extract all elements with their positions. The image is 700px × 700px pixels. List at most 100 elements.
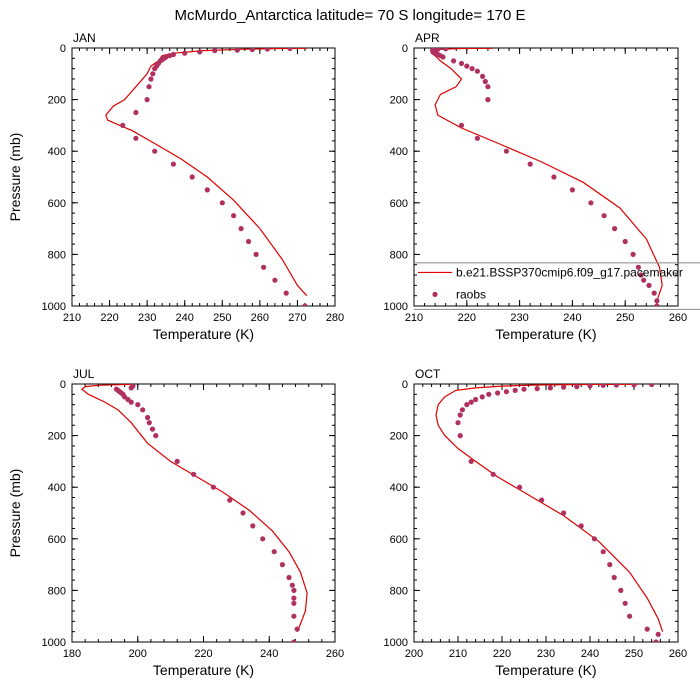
- y-tick-label: 800: [390, 249, 408, 261]
- raobs-point: [644, 626, 650, 632]
- raobs-point: [561, 510, 567, 516]
- data-jan: [105, 48, 308, 306]
- x-tick-label: 240: [563, 312, 581, 324]
- x-axis-label: Temperature (K): [153, 326, 254, 342]
- raobs-point: [152, 66, 158, 72]
- raobs-point: [495, 390, 501, 396]
- raobs-point: [231, 213, 237, 219]
- raobs-point: [149, 426, 156, 432]
- raobs-point: [638, 272, 644, 278]
- raobs-point: [286, 574, 292, 581]
- raobs-point: [189, 174, 195, 180]
- raobs-point: [490, 471, 496, 477]
- raobs-point: [291, 595, 297, 601]
- x-tick-label: 230: [537, 648, 555, 660]
- raobs-point: [153, 433, 159, 439]
- raobs-point: [289, 582, 295, 588]
- x-tick-label: 200: [405, 648, 423, 660]
- raobs-point: [261, 264, 267, 270]
- raobs-point: [246, 238, 252, 245]
- raobs-point: [291, 613, 297, 619]
- x-tick-label: 210: [63, 312, 81, 324]
- x-tick-label: 260: [326, 648, 344, 660]
- raobs-point: [458, 60, 465, 67]
- x-tick-label: 210: [449, 648, 467, 660]
- raobs-point: [443, 48, 449, 52]
- y-tick-label: 600: [48, 534, 66, 546]
- raobs-point: [521, 386, 527, 392]
- y-tick-label: 600: [390, 198, 408, 210]
- raobs-point: [517, 484, 523, 490]
- raobs-point: [503, 148, 509, 154]
- raobs-point: [485, 84, 491, 90]
- raobs-point: [646, 282, 652, 288]
- x-tick-label: 180: [63, 648, 81, 660]
- raobs-point: [140, 407, 146, 413]
- raobs-point: [600, 384, 606, 388]
- raobs-point: [260, 536, 266, 542]
- x-tick-label: 280: [326, 312, 344, 324]
- x-tick-label: 200: [129, 648, 147, 660]
- raobs-point: [249, 48, 255, 53]
- raobs-point: [479, 394, 485, 400]
- raobs-point: [283, 290, 289, 296]
- raobs-point: [622, 238, 628, 245]
- x-tick-label: 210: [405, 312, 423, 324]
- raobs-point: [455, 420, 461, 426]
- raobs-point: [588, 200, 594, 206]
- raobs-point: [512, 387, 518, 393]
- raobs-point: [551, 174, 557, 180]
- y-tick-label: 0: [402, 43, 408, 55]
- y-axis-label: Pressure (mb): [7, 133, 23, 222]
- x-tick-label: 240: [176, 312, 194, 324]
- raobs-point: [120, 122, 126, 128]
- raobs-point: [279, 562, 285, 568]
- raobs-point: [128, 385, 134, 391]
- raobs-point: [291, 587, 297, 594]
- x-tick-label: 220: [493, 648, 511, 660]
- panel-label-oct: OCT: [415, 367, 441, 381]
- y-tick-label: 400: [48, 146, 66, 158]
- raobs-point: [474, 135, 480, 141]
- raobs-point: [587, 384, 593, 389]
- raobs-point: [146, 420, 152, 426]
- raobs-point: [152, 148, 158, 154]
- legend-model-label: b.e21.BSSP370cmip6.f09_g17.pacemaker: [456, 265, 683, 279]
- x-tick-label: 220: [458, 312, 476, 324]
- raobs-point: [480, 73, 486, 79]
- raobs-point: [607, 562, 613, 568]
- raobs-point: [569, 187, 576, 193]
- raobs-point: [291, 639, 297, 642]
- panel-apr: APR 210 220 230 240 250 260 0 200 400 600 800 1000 Te…: [384, 31, 700, 342]
- raobs-point: [485, 97, 491, 103]
- x-tick-label: 260: [669, 648, 687, 660]
- raobs-point: [145, 414, 151, 421]
- raobs-point: [635, 264, 642, 270]
- raobs-point: [641, 277, 647, 283]
- raobs-point: [191, 471, 197, 477]
- y-tick-label: 200: [48, 431, 66, 443]
- y-tick-label: 1000: [42, 301, 66, 313]
- figure-title: McMurdo_Antarctica latitude= 70 S longit…: [174, 7, 525, 24]
- y-tick-label: 800: [390, 585, 408, 597]
- y-tick-label: 600: [390, 534, 408, 546]
- raobs-point: [464, 63, 470, 69]
- raobs-point: [234, 48, 240, 53]
- raobs-point: [574, 384, 580, 390]
- raobs-point: [210, 484, 216, 490]
- y-axis-label: Pressure (mb): [7, 469, 23, 558]
- x-tick-label: 270: [288, 312, 306, 324]
- raobs-point: [468, 399, 474, 405]
- raobs-point: [253, 251, 259, 257]
- panel-jul: JUL 180 200 220 240 260 0 200 400 600 800 1000 Tempe…: [7, 367, 344, 678]
- y-tick-label: 400: [48, 482, 66, 494]
- raobs-point: [238, 226, 244, 232]
- y-tick-label: 0: [402, 379, 408, 391]
- plot-frame-apr: [413, 47, 679, 307]
- data-oct: [435, 384, 664, 642]
- raobs-point: [468, 458, 474, 464]
- y-tick-label: 600: [48, 198, 66, 210]
- model-line-oct: [435, 384, 664, 632]
- x-tick-label: 250: [616, 312, 634, 324]
